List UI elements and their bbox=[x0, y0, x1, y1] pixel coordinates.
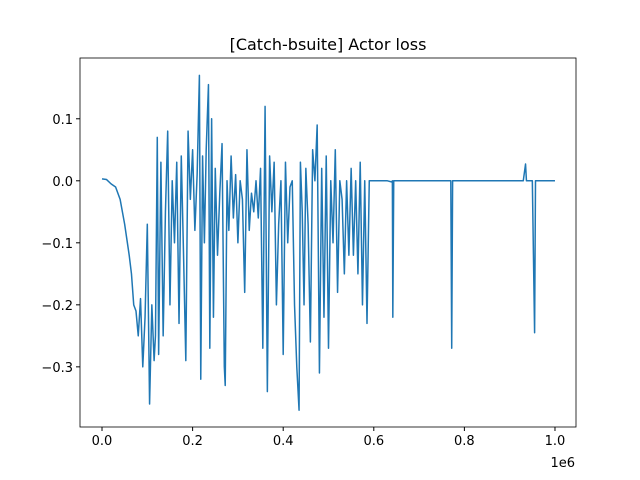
x-tick-label: 0.6 bbox=[363, 434, 384, 449]
x-tick-label: 0.2 bbox=[182, 434, 203, 449]
chart-title: [Catch-bsuite] Actor loss bbox=[230, 35, 427, 54]
plot-frame bbox=[79, 57, 577, 428]
y-tick-label: 0.0 bbox=[52, 175, 73, 190]
y-tick-label: −0.2 bbox=[41, 299, 73, 314]
x-tick-label: 0.8 bbox=[454, 434, 475, 449]
y-tick-label: −0.3 bbox=[41, 361, 73, 376]
y-tick-label: −0.1 bbox=[41, 237, 73, 252]
x-tick-label: 1.0 bbox=[545, 434, 566, 449]
line bbox=[101, 74, 555, 412]
x-tick-label: 0.4 bbox=[273, 434, 294, 449]
x-offset-label: 1e6 bbox=[550, 456, 575, 471]
y-tick-label: 0.1 bbox=[52, 113, 73, 128]
x-tick-label: 0.0 bbox=[92, 434, 113, 449]
